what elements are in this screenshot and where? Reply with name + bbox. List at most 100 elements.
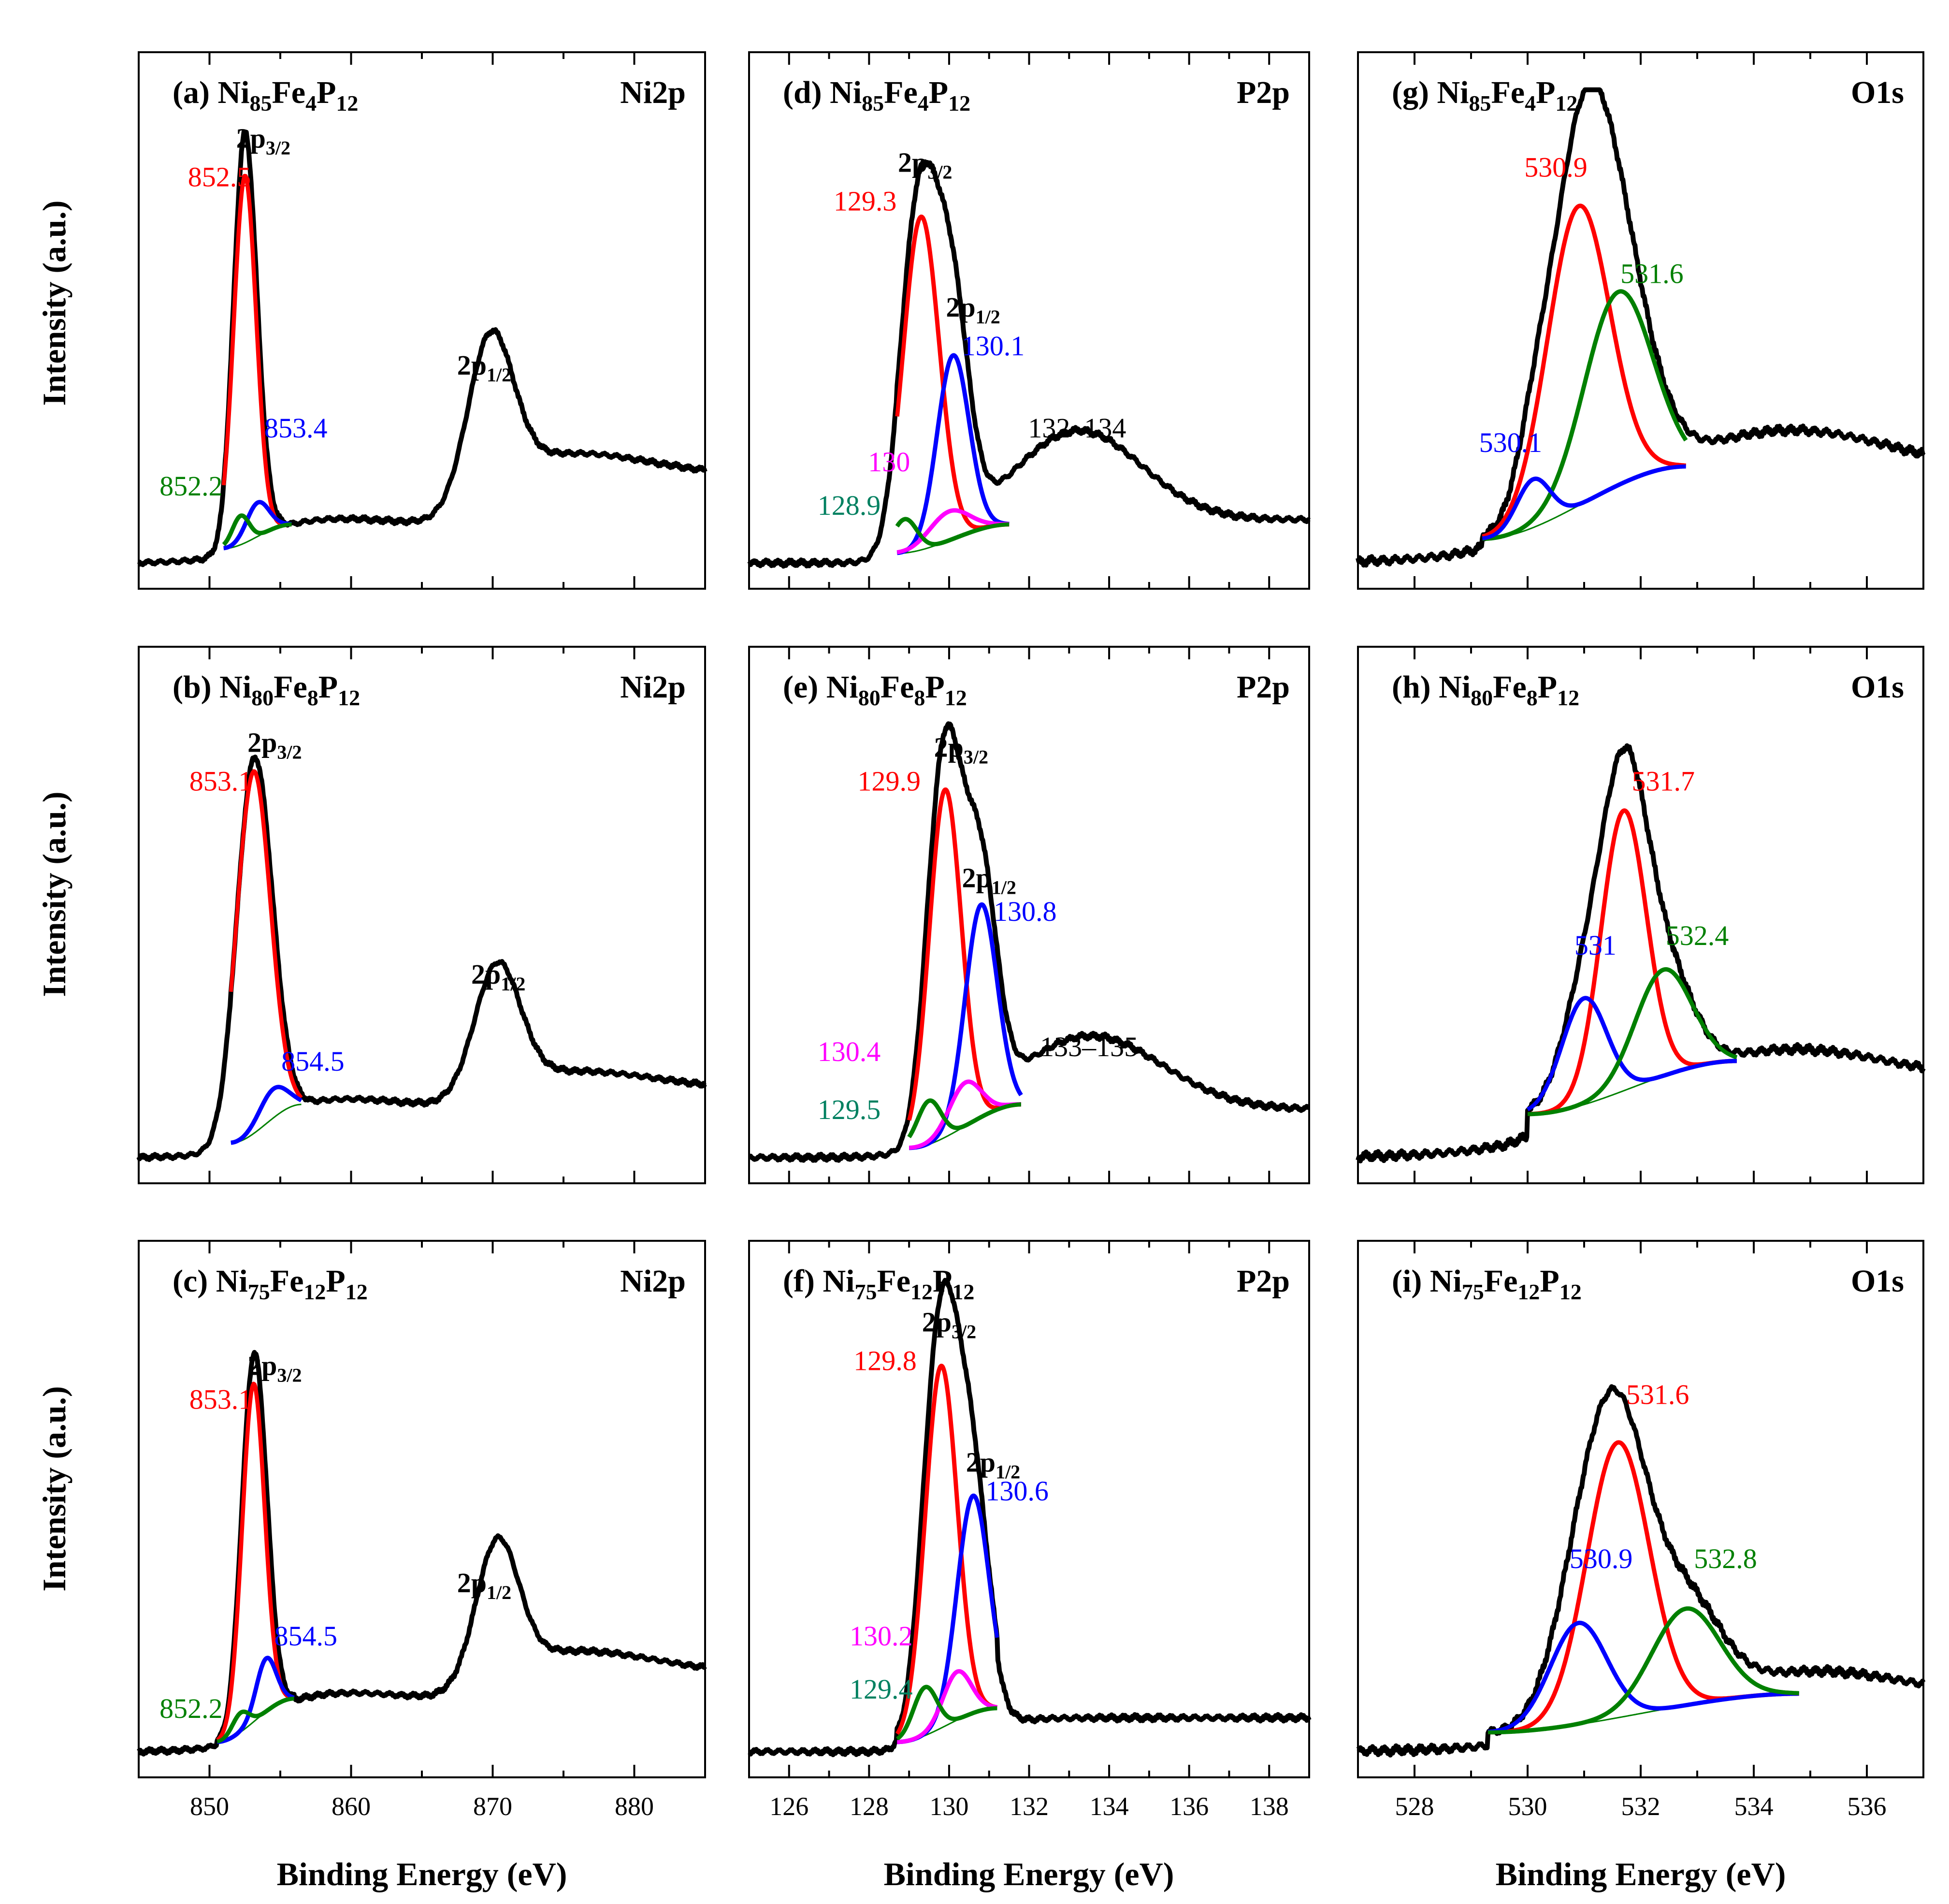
x-axis-label-col1: Binding Energy (eV)	[277, 1856, 567, 1892]
composition-subscript: 85	[862, 91, 884, 116]
region-label: O1s	[1851, 669, 1904, 705]
peak-value-label: 129.9	[858, 765, 921, 797]
peak-value-label: 530.1	[1479, 427, 1543, 458]
component-overlay-magenta	[896, 1669, 998, 1744]
peak-label-main: 2p	[962, 862, 992, 893]
x-tick-label: 530	[1508, 1792, 1547, 1821]
axis-titles: Intensity (a.u.) Intensity (a.u.) Intens…	[36, 200, 1786, 1892]
peak-value-label: 132–134	[1028, 412, 1126, 444]
peak-label-sub: 1/2	[992, 876, 1016, 898]
panel-title: (e) Ni80Fe8P12	[783, 669, 967, 710]
peak-value-label: 530.9	[1570, 1543, 1633, 1574]
region-label: P2p	[1237, 75, 1290, 110]
panel-title: (b) Ni80Fe8P12	[173, 669, 360, 710]
region-label: Ni2p	[620, 75, 686, 110]
region-label: Ni2p	[620, 669, 686, 705]
peak-label-main: 2p	[922, 1307, 952, 1338]
region-label: P2p	[1237, 669, 1290, 705]
peak-value-label: 530.9	[1524, 152, 1588, 183]
x-tick-label: 850	[190, 1792, 229, 1821]
panel-a: (a) Ni85Fe4P12 Ni2p2p3/22p1/2852.5853.485…	[137, 51, 707, 590]
peak-label-sub: 1/2	[487, 1582, 511, 1603]
peak-label-sub: 1/2	[976, 306, 1000, 328]
composition-element: Ni	[219, 669, 251, 705]
peak-label-sub: 3/2	[266, 137, 290, 159]
peak-value-label: 129.8	[853, 1345, 917, 1377]
panel-title: (g) Ni85Fe4P12	[1392, 75, 1577, 116]
peak-value-label: 129.3	[834, 185, 897, 217]
peak-label: 2p1/2	[457, 1567, 511, 1603]
panel-c: 850 860 870 880(c) Ni75Fe12P12 Ni2p2p3/22p1/…	[137, 1240, 707, 1821]
composition-element: P	[318, 669, 338, 705]
peak-label-sub: 1/2	[996, 1461, 1020, 1483]
panel-letter: (b)	[173, 669, 219, 705]
peak-value-label: 129.5	[818, 1094, 881, 1125]
component-overlay-blue	[1526, 996, 1738, 1111]
x-tick-label: 128	[850, 1792, 889, 1821]
region-label: O1s	[1851, 1264, 1904, 1299]
peak-label: 2p1/2	[946, 291, 1000, 328]
peak-value-label: 852.2	[159, 470, 223, 502]
component-overlay-blue	[1481, 464, 1687, 540]
peak-value-label: 532.8	[1694, 1543, 1757, 1574]
peak-label: 2p1/2	[962, 862, 1016, 898]
component-overlay-magenta	[896, 508, 1011, 554]
panel-letter: (e)	[783, 669, 826, 705]
peak-value-label: 531.6	[1626, 1379, 1689, 1410]
panel-title: (h) Ni80Fe8P12	[1392, 669, 1579, 710]
composition-element: Ni	[830, 75, 862, 110]
x-tick-label: 130	[929, 1792, 968, 1821]
panel-i: 528 530 532 534 536(i) Ni75Fe12P12 O1s531.653…	[1356, 1240, 1926, 1821]
composition-element: Fe	[1484, 1264, 1518, 1299]
composition-element: Ni	[823, 1264, 854, 1299]
composition-subscript: 80	[1471, 685, 1493, 710]
component-overlay-blue	[896, 353, 1011, 555]
composition-subscript: 4	[305, 91, 317, 116]
panel-title: (f) Ni75Fe12P12	[783, 1264, 974, 1304]
peak-value-label: 532.4	[1666, 920, 1729, 951]
peak-value-label: 531	[1574, 930, 1617, 961]
peak-value-label: 130.2	[850, 1620, 913, 1652]
composition-subscript: 80	[858, 685, 881, 710]
peak-label-main: 2p	[247, 727, 277, 758]
x-tick-label: 138	[1250, 1792, 1289, 1821]
x-tick-label: 870	[473, 1792, 512, 1821]
composition-element: Fe	[272, 75, 305, 110]
peak-label-main: 2p	[934, 732, 964, 763]
peak-value-label: 852.5	[188, 161, 251, 193]
composition-subscript: 12	[952, 1279, 974, 1304]
peak-value-label: 853.1	[189, 765, 253, 797]
composition-element: P	[929, 75, 948, 110]
component-overlay-blue	[1487, 1621, 1800, 1734]
composition-element: P	[317, 75, 336, 110]
peak-value-label: 130.6	[985, 1475, 1049, 1507]
peak-value-label: 854.5	[281, 1046, 345, 1077]
peak-label: 2p1/2	[457, 349, 511, 386]
composition-subscript: 12	[303, 1279, 326, 1304]
peak-value-label: 531.7	[1632, 765, 1695, 797]
peak-label-main: 2p	[471, 959, 501, 990]
region-label: P2p	[1237, 1264, 1290, 1299]
peak-label-sub: 1/2	[487, 364, 511, 386]
peak-value-label: 130.1	[962, 330, 1025, 362]
composition-subscript: 85	[249, 91, 272, 116]
experimental-curve	[747, 159, 1311, 569]
composition-element: Fe	[884, 75, 918, 110]
experimental-curve	[747, 721, 1311, 1163]
composition-subscript: 12	[346, 1279, 368, 1304]
component-overlay-red	[895, 1364, 998, 1735]
peak-value-label: 129.4	[850, 1673, 913, 1705]
composition-element: Ni	[1430, 1264, 1462, 1299]
peak-label-main: 2p	[457, 1567, 487, 1599]
peak-label-main: 2p	[247, 1350, 277, 1381]
component-overlay-green	[895, 517, 1011, 546]
composition-element: Fe	[274, 669, 307, 705]
x-tick-label: 534	[1734, 1792, 1774, 1821]
peak-label-main: 2p	[236, 123, 266, 154]
composition-subscript: 12	[945, 685, 967, 710]
composition-subscript: 12	[1555, 91, 1577, 116]
peak-label-sub: 3/2	[277, 1365, 302, 1386]
x-tick-label: 136	[1169, 1792, 1209, 1821]
x-tick-label: 134	[1090, 1792, 1129, 1821]
experimental-curve	[1356, 87, 1926, 568]
